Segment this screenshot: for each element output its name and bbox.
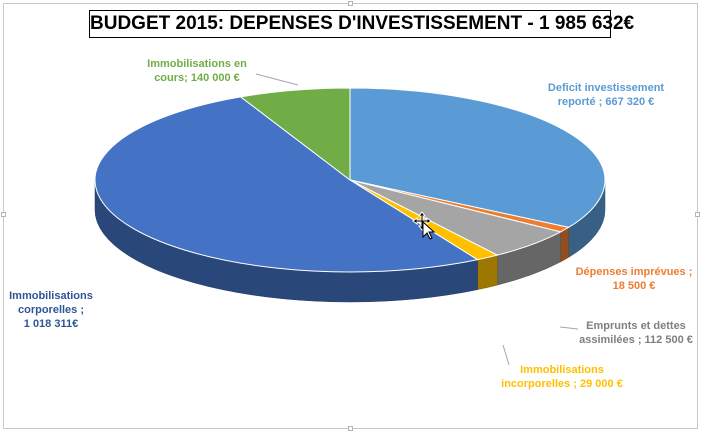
resize-handle-left[interactable] — [1, 212, 6, 217]
chart-title[interactable]: BUDGET 2015: DEPENSES D'INVESTISSEMENT -… — [89, 10, 634, 38]
pie-slice-4[interactable] — [94, 96, 479, 273]
pie-slice-0[interactable] — [349, 87, 606, 228]
data-label-1[interactable]: Dépenses imprévues ; 18 500 € — [576, 266, 693, 292]
resize-handle-right[interactable] — [695, 212, 700, 217]
data-label-5[interactable]: Immobilisations en cours; 140 000 € — [147, 58, 247, 84]
resize-handle-bottom[interactable] — [348, 426, 353, 431]
pie-side-1 — [560, 226, 569, 263]
pie-side-3 — [477, 254, 498, 290]
move-cursor-icon — [412, 211, 436, 240]
pie-top-faces — [94, 87, 606, 273]
leader-line-2 — [559, 326, 579, 330]
data-label-2[interactable]: Emprunts et dettes assimilées ; 112 500 € — [579, 320, 693, 346]
leader-line-3 — [502, 344, 510, 366]
resize-handle-top[interactable] — [348, 1, 353, 6]
leader-line-5 — [255, 73, 299, 86]
data-label-0[interactable]: Deficit investissement reporté ; 667 320 … — [548, 82, 664, 108]
pie-slice-5[interactable] — [239, 87, 351, 182]
pie-labels: Deficit investissement reporté ; 667 320 … — [9, 58, 693, 390]
data-label-3[interactable]: Immobilisations incorporelles ; 29 000 € — [501, 364, 623, 390]
data-label-4[interactable]: Immobilisations corporelles ; 1 018 311€ — [9, 290, 93, 330]
